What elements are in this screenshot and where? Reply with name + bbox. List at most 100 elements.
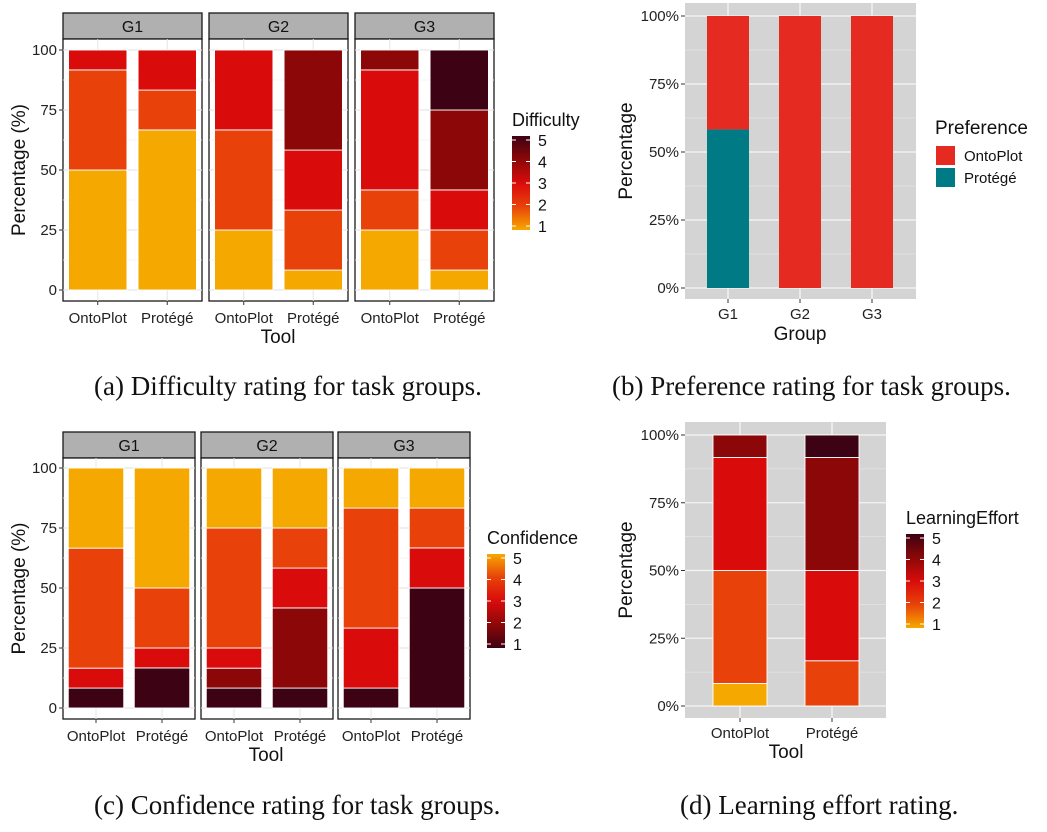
y-tick-label: 25% (649, 630, 679, 647)
chart-a: G1 OntoPlot Protégé G2 OntoPlot Protégé G3 Onto… (9, 12, 580, 348)
x-tick-label: Protégé (411, 728, 464, 745)
y-axis-title: Percentage (%) (9, 522, 30, 654)
bar-segment-ontoplot-level-2 (712, 570, 768, 684)
legend-title: Difficulty (512, 110, 580, 130)
bar-segment-g3-prot-g-level-5 (429, 49, 489, 111)
y-tick-label: 0 (49, 700, 57, 717)
y-tick-label: 0 (49, 282, 57, 299)
bar-segment-g3-prot-g-level-3 (429, 189, 489, 231)
bar-segment-g2-prot-g-level-3 (283, 149, 343, 211)
bar-segment-g3-prot-g-level-2 (429, 229, 489, 271)
bar-segment-g2-prot-g-level-2 (283, 209, 343, 271)
legend-colorbar (512, 136, 530, 230)
x-tick-label: Protégé (274, 728, 327, 745)
bar-segment-g1-prot-g-level-1 (137, 129, 197, 291)
caption-b: (b) Preference rating for task groups. (612, 371, 1011, 401)
bar-segment-ontoplot-level-1 (712, 683, 768, 707)
legend-level-label: 2 (538, 198, 547, 215)
bar-segment-g3-prot-g-level-3 (408, 547, 466, 589)
caption-d: (d) Learning effort rating. (680, 790, 959, 820)
legend-swatch-ontoplot (936, 146, 955, 165)
legend-title: Preference (935, 118, 1028, 139)
bar-segment-g1-prot-g (707, 129, 749, 288)
y-tick-label: 0% (657, 280, 679, 297)
y-tick-label: 75 (40, 520, 57, 537)
legend-colorbar (487, 554, 505, 648)
y-tick-label: 0% (657, 698, 679, 715)
legend-entry-label: OntoPlot (964, 148, 1023, 165)
legend-level-label: 5 (932, 531, 941, 548)
legend-level-label: 2 (513, 616, 522, 633)
bar-segment-g1-ontoplot-level-5 (67, 467, 125, 549)
bar-segment-g2-prot-g-level-1 (283, 269, 343, 291)
x-axis-title: Tool (769, 742, 804, 763)
x-tick-label: OntoPlot (205, 728, 264, 745)
bar-segment-g3-ontoplot-level-4 (342, 507, 400, 629)
y-tick-label: 100% (641, 427, 679, 444)
bar-segment-g3-ontoplot-level-1 (342, 687, 400, 709)
bar-segment-g1-ontoplot (707, 16, 749, 130)
caption-a: (a) Difficulty rating for task groups. (94, 371, 482, 401)
y-tick-label: 50% (649, 144, 679, 161)
x-tick-label: Protégé (141, 310, 194, 327)
facet-label: G1 (122, 19, 143, 36)
legend-colorbar (906, 534, 924, 628)
x-tick-label: OntoPlot (711, 725, 770, 742)
chart-b: G1 G2 G3 0% 25% 50% 75% 100% Group Percentage Pref… (616, 3, 1028, 345)
bar-segment-g1-prot-g-level-3 (133, 647, 191, 669)
bar-segment-g1-prot-g-level-3 (137, 49, 197, 91)
bar-segment-g3-prot-g-level-4 (408, 507, 466, 549)
bar-segment-g2-ontoplot-level-1 (214, 229, 274, 291)
legend-level-label: 1 (932, 617, 941, 634)
facet-label: G3 (393, 438, 414, 455)
y-tick-label: 100 (32, 460, 57, 477)
facet-strip-g2 (200, 431, 334, 459)
bar-segment-g1-ontoplot-level-3 (68, 49, 128, 71)
y-tick-label: 50 (40, 580, 57, 597)
y-tick-label: 25 (40, 222, 57, 239)
x-tick-label: OntoPlot (342, 728, 401, 745)
y-tick-label: 50 (40, 162, 57, 179)
legend-level-label: 5 (538, 133, 547, 150)
bar-segment-g1-ontoplot-level-3 (67, 667, 125, 689)
bar-segment-g1-prot-g-level-5 (133, 467, 191, 589)
y-tick-label: 100 (32, 42, 57, 59)
chart-c: G1 OntoPlot Protégé G2 OntoPlot Protégé G3 Onto… (9, 431, 578, 766)
bar-segment-g3-ontoplot-level-3 (342, 627, 400, 689)
legend-level-label: 4 (932, 553, 941, 570)
x-tick-label: OntoPlot (69, 310, 128, 327)
bar-segment-g3-ontoplot-level-2 (360, 189, 420, 231)
x-tick-label: OntoPlot (67, 728, 126, 745)
legend-level-label: 1 (538, 219, 547, 236)
x-axis-title: Tool (261, 327, 296, 348)
y-tick-label: 25 (40, 640, 57, 657)
bar-segment-g3-ontoplot-level-5 (342, 467, 400, 509)
y-tick-label: 100% (641, 8, 679, 25)
bar-segment-g1-prot-g-level-2 (137, 89, 197, 131)
bar-segment-g3-ontoplot-level-4 (360, 49, 420, 71)
x-tick-label: Protégé (806, 725, 859, 742)
bar-segment-prot-g-level-3 (804, 570, 860, 662)
legend-level-label: 3 (513, 594, 522, 611)
facet-label: G2 (256, 438, 277, 455)
chart-d: OntoPlot Protégé 0% 25% 50% 75% 100% Tool Percen… (616, 422, 1019, 763)
bar-segment-g2-prot-g-level-2 (271, 607, 329, 689)
y-tick-label: 75 (40, 102, 57, 119)
x-axis-title: Tool (249, 745, 284, 766)
y-axis-title: Percentage (%) (9, 104, 30, 236)
legend-level-label: 2 (932, 596, 941, 613)
bar-segment-g2-ontoplot-level-3 (205, 647, 263, 669)
bar-segment-g1-ontoplot-level-4 (67, 547, 125, 669)
bar-segment-g2-ontoplot-level-4 (205, 527, 263, 649)
bar-segment-prot-g-level-2 (804, 660, 860, 707)
x-tick-label: OntoPlot (361, 310, 420, 327)
bar-segment-prot-g-level-5 (804, 434, 860, 458)
legend-entry-label: Protégé (964, 170, 1017, 187)
bar-segment-prot-g-level-4 (804, 457, 860, 571)
x-tick-label: G3 (862, 306, 882, 323)
bar-segment-g2-prot-g-level-4 (283, 49, 343, 151)
bar-segment-g1-ontoplot-level-1 (67, 687, 125, 709)
bar-segment-ontoplot-level-3 (712, 457, 768, 571)
legend-level-label: 3 (538, 176, 547, 193)
